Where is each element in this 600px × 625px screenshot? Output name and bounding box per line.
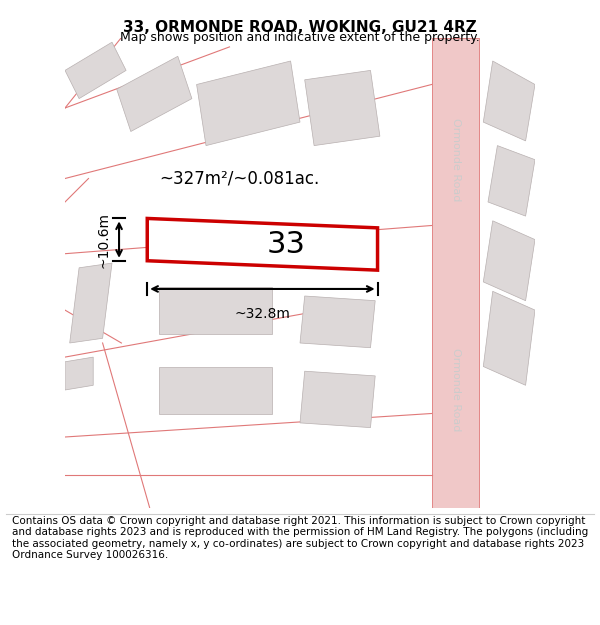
Polygon shape xyxy=(488,146,535,216)
Polygon shape xyxy=(116,56,192,131)
Polygon shape xyxy=(159,287,272,334)
Text: ~10.6m: ~10.6m xyxy=(97,212,110,268)
Polygon shape xyxy=(300,296,375,348)
Polygon shape xyxy=(431,38,479,508)
Polygon shape xyxy=(300,371,375,428)
Polygon shape xyxy=(484,291,535,385)
Text: Map shows position and indicative extent of the property.: Map shows position and indicative extent… xyxy=(120,31,480,44)
Text: Ormonde Road: Ormonde Road xyxy=(451,348,461,432)
Polygon shape xyxy=(65,357,93,390)
Text: 33, ORMONDE ROAD, WOKING, GU21 4RZ: 33, ORMONDE ROAD, WOKING, GU21 4RZ xyxy=(123,20,477,35)
Text: ~32.8m: ~32.8m xyxy=(235,307,290,321)
Polygon shape xyxy=(65,42,126,99)
Polygon shape xyxy=(159,366,272,414)
Polygon shape xyxy=(197,61,300,146)
Text: Contains OS data © Crown copyright and database right 2021. This information is : Contains OS data © Crown copyright and d… xyxy=(12,516,588,561)
Polygon shape xyxy=(147,219,377,270)
Polygon shape xyxy=(70,263,112,343)
Text: Ormonde Road: Ormonde Road xyxy=(451,118,461,201)
Text: ~327m²/~0.081ac.: ~327m²/~0.081ac. xyxy=(159,169,319,187)
Polygon shape xyxy=(484,61,535,141)
Text: 33: 33 xyxy=(266,230,305,259)
Polygon shape xyxy=(484,221,535,301)
Polygon shape xyxy=(305,71,380,146)
